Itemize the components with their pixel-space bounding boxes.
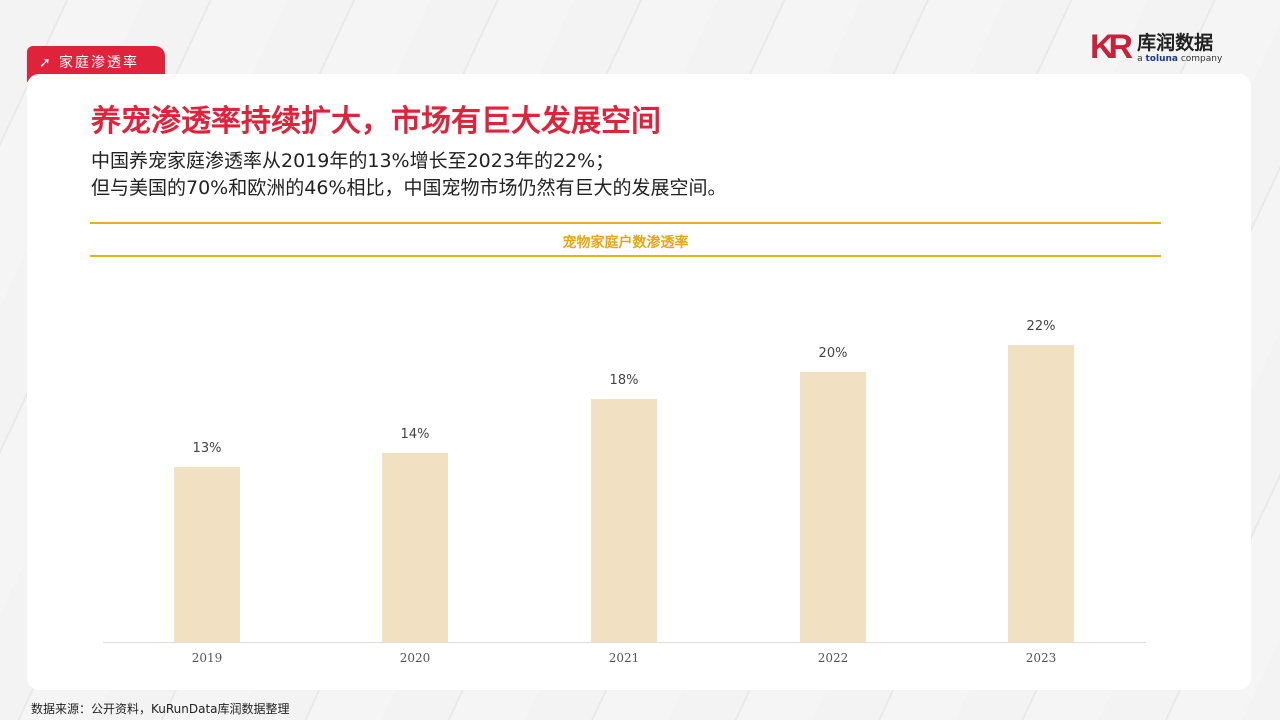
data-label: 14% <box>400 427 430 442</box>
bar-2019 <box>174 466 240 642</box>
divider <box>90 255 1161 257</box>
bar-2020 <box>382 453 448 642</box>
x-axis <box>103 642 1146 643</box>
arrow-up-right-icon: ➚ <box>39 55 53 71</box>
data-label: 18% <box>609 373 639 388</box>
bar-2021 <box>591 399 657 642</box>
chart-title: 宠物家庭户数渗透率 <box>562 235 689 251</box>
x-tick-label: 2023 <box>1025 651 1057 665</box>
subtitle-line: 但与美国的70%和欧洲的46%相比，中国宠物市场仍然有巨大的发展空间。 <box>91 177 727 199</box>
section-tag-label: 家庭渗透率 <box>59 55 139 71</box>
data-label: 20% <box>818 346 848 361</box>
subtitle-line: 中国养宠家庭渗透率从2019年的13%增长至2023年的22%； <box>91 150 615 172</box>
divider <box>90 222 1161 224</box>
x-tick-label: 2020 <box>399 651 431 665</box>
x-tick-label: 2022 <box>817 651 849 665</box>
bar-2022 <box>800 372 866 642</box>
data-label: 22% <box>1026 319 1056 334</box>
bar-2023 <box>1008 345 1074 642</box>
source-note: 数据来源：公开资料，KuRunData库润数据整理 <box>31 702 290 716</box>
logo-name: 库润数据 <box>1137 31 1214 54</box>
data-label: 13% <box>192 440 222 456</box>
subtitle: 中国养宠家庭渗透率从2019年的13%增长至2023年的22%； 但与美国的70… <box>91 148 726 202</box>
logo-mark: KR <box>1090 28 1133 66</box>
logo-tagline: a toluna company <box>1137 53 1223 64</box>
x-tick-label: 2021 <box>608 651 640 665</box>
logo: KR 库润数据 a toluna company <box>1090 28 1222 67</box>
page-title: 养宠渗透率持续扩大，市场有巨大发展空间 <box>91 104 661 139</box>
x-tick-label: 2019 <box>191 651 223 665</box>
